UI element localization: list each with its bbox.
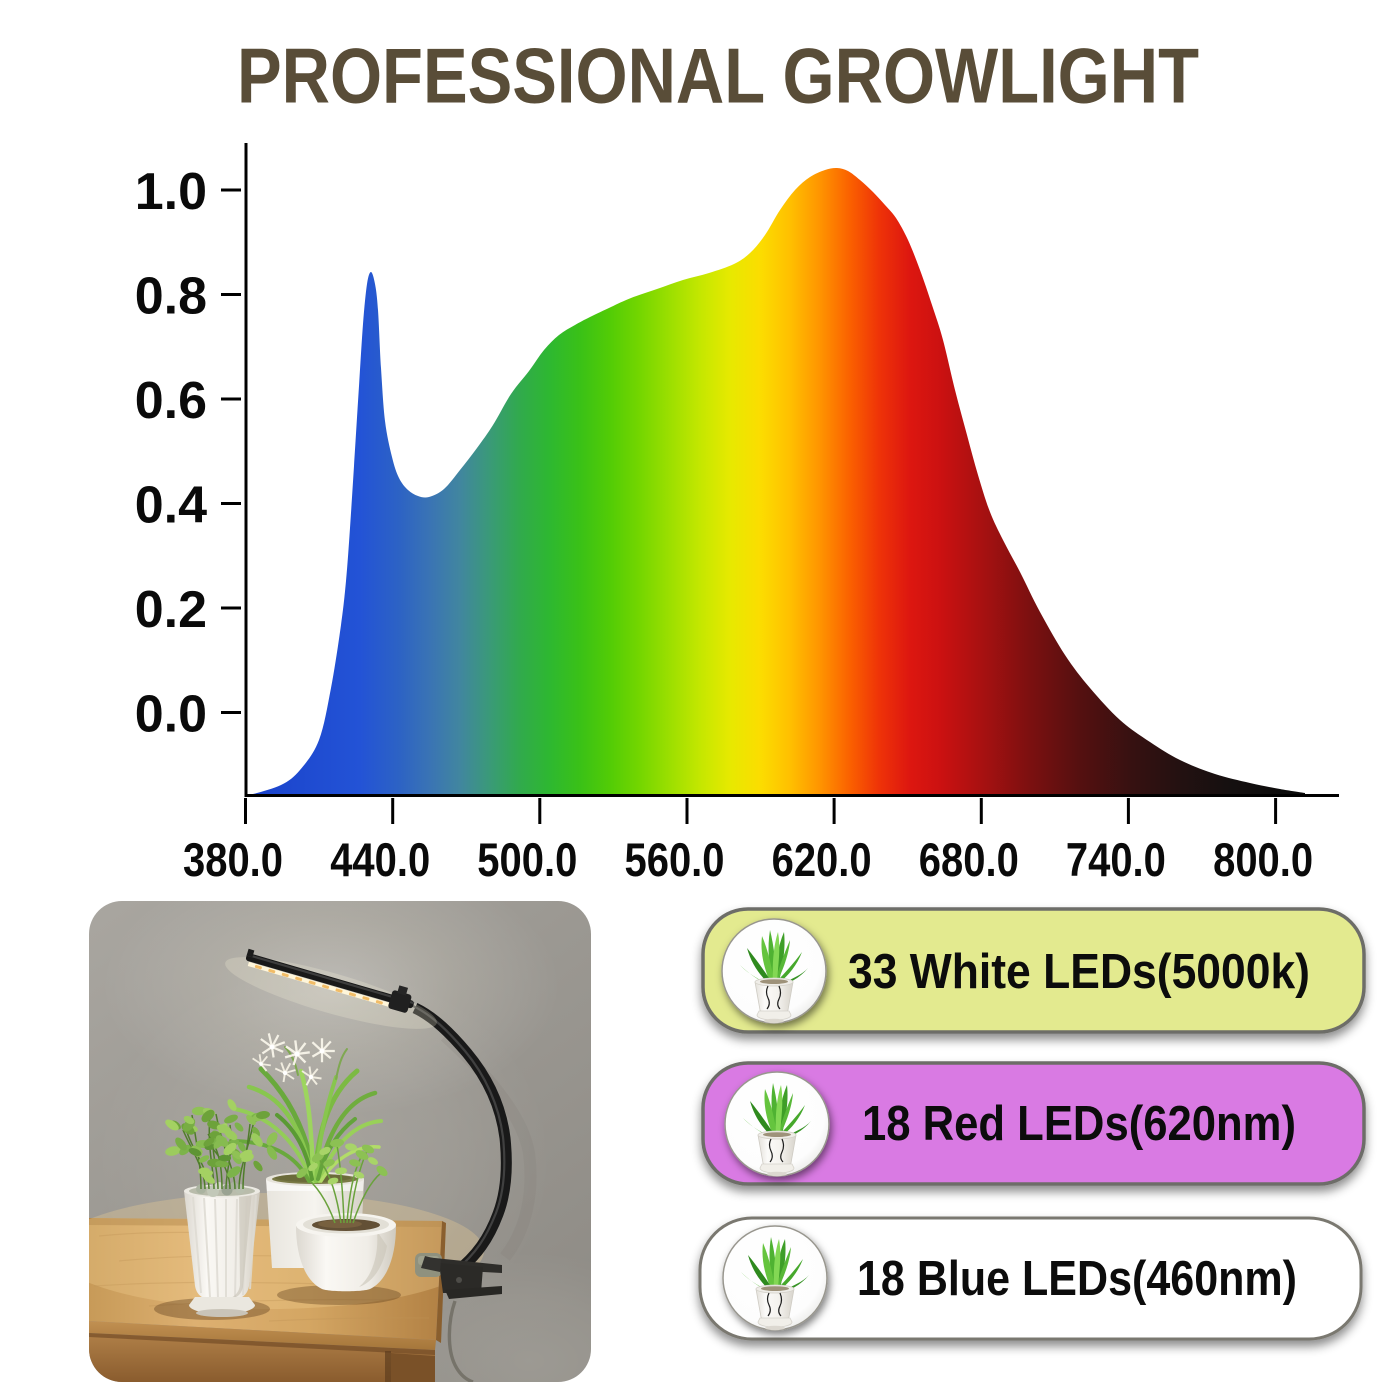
svg-text:440.0: 440.0 bbox=[330, 833, 430, 886]
svg-text:680.0: 680.0 bbox=[919, 833, 1019, 886]
svg-text:18 Blue LEDs(460nm): 18 Blue LEDs(460nm) bbox=[857, 1252, 1297, 1306]
svg-text:740.0: 740.0 bbox=[1066, 833, 1166, 886]
svg-text:18 Red LEDs(620nm): 18 Red LEDs(620nm) bbox=[862, 1097, 1296, 1151]
svg-text:0.8: 0.8 bbox=[135, 268, 207, 326]
svg-text:1.0: 1.0 bbox=[135, 163, 207, 221]
svg-text:560.0: 560.0 bbox=[625, 833, 725, 886]
svg-text:800.0: 800.0 bbox=[1213, 833, 1313, 886]
svg-text:500.0: 500.0 bbox=[477, 833, 577, 886]
svg-text:0.4: 0.4 bbox=[135, 477, 207, 535]
svg-text:380.0: 380.0 bbox=[183, 833, 283, 886]
svg-text:33 White LEDs(5000k): 33 White LEDs(5000k) bbox=[848, 945, 1310, 999]
svg-text:0.0: 0.0 bbox=[135, 686, 207, 744]
svg-text:0.2: 0.2 bbox=[135, 581, 207, 639]
svg-text:0.6: 0.6 bbox=[135, 372, 207, 430]
svg-text:620.0: 620.0 bbox=[772, 833, 872, 886]
svg-text:PROFESSIONAL GROWLIGHT: PROFESSIONAL GROWLIGHT bbox=[237, 32, 1199, 120]
